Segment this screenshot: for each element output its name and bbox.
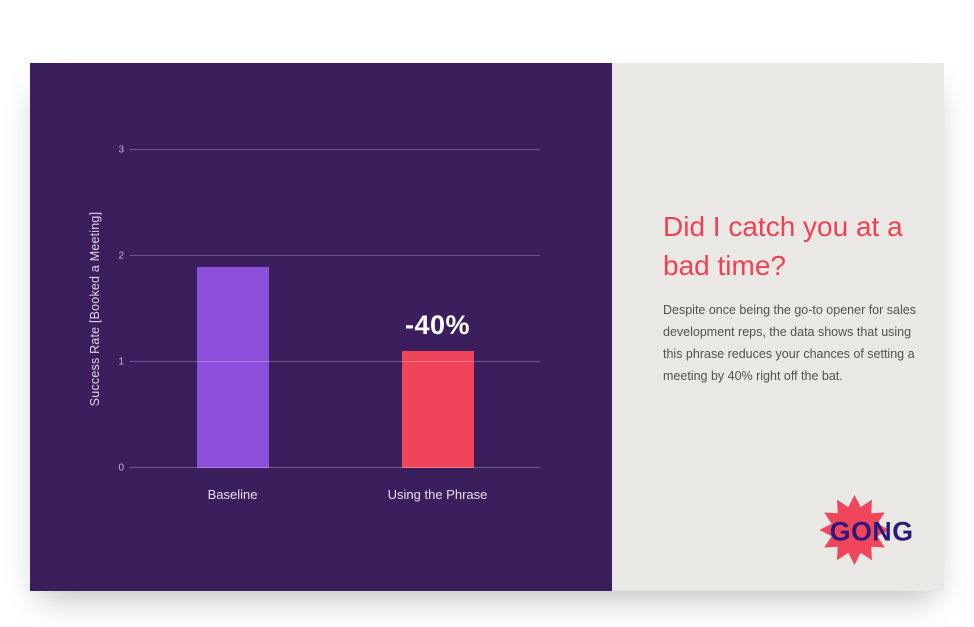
bar-column: Baseline [196, 150, 269, 502]
y-tick-label: 3 [118, 144, 124, 156]
text-panel: Did I catch you at a bad time? Despite o… [612, 63, 944, 591]
gridline [130, 149, 540, 150]
x-category-label: Baseline [207, 487, 258, 502]
body-copy: Despite once being the go-to opener for … [663, 303, 916, 383]
gridline [130, 255, 540, 256]
bar-annotation: -40% [404, 310, 471, 341]
panel-content: Did I catch you at a bad time? Despite o… [663, 208, 921, 388]
bar-column: -40% Using the Phrase [388, 150, 488, 502]
plot-area: Success Rate [Booked a Meeting] Baseline… [88, 145, 540, 502]
headline: Did I catch you at a bad time? [663, 211, 903, 281]
y-axis-label: Success Rate [Booked a Meeting] [88, 211, 102, 407]
y-tick-label: 0 [118, 462, 124, 474]
bar-using-the-phrase [401, 351, 474, 468]
logo-burst-icon [819, 495, 890, 565]
bar-baseline [196, 266, 269, 468]
logo-text: GONG [830, 516, 914, 546]
y-tick-label: 2 [118, 250, 124, 262]
x-category-label: Using the Phrase [387, 487, 488, 502]
chart-panel: Success Rate [Booked a Meeting] Baseline… [30, 63, 612, 591]
gridline [130, 361, 540, 362]
infographic-card: Success Rate [Booked a Meeting] Baseline… [30, 63, 944, 591]
y-tick-label: 1 [118, 356, 124, 368]
bars-layer: Baseline -40% Using the Phrase [130, 150, 540, 502]
gong-logo: GONG [819, 495, 914, 565]
gridline [130, 467, 540, 468]
